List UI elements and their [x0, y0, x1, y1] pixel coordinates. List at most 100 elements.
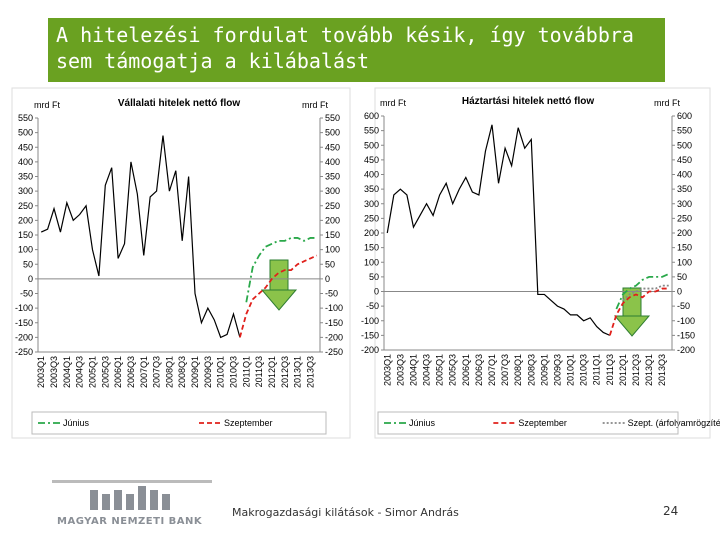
x-tick-label: 2003Q3: [49, 356, 59, 388]
x-tick-label: 2006Q1: [113, 356, 123, 388]
x-tick-label: 2004Q1: [408, 354, 418, 386]
chart-title: Háztartási hitelek nettó flow: [462, 96, 594, 107]
x-tick-label: 2007Q3: [152, 356, 162, 388]
x-tick-label: 2003Q1: [36, 356, 46, 388]
y2-tick-label: -250: [325, 347, 343, 357]
series-line: [239, 254, 318, 338]
y-tick-label: -50: [20, 289, 33, 299]
y-tick-label: 0: [374, 287, 379, 297]
logo: [52, 480, 212, 510]
y2-tick-label: 100: [677, 257, 692, 267]
y-tick-label: 500: [18, 128, 33, 138]
y2-tick-label: -50: [325, 289, 338, 299]
y-tick-label: 100: [364, 257, 379, 267]
y-tick-label: 0: [28, 274, 33, 284]
x-tick-label: 2004Q3: [422, 354, 432, 386]
y2-tick-label: 200: [325, 215, 340, 225]
y-axis-label: mrd Ft: [34, 100, 60, 110]
x-tick-label: 2013Q3: [657, 354, 667, 386]
x-tick-label: 2012Q1: [267, 356, 277, 388]
x-tick-label: 2003Q3: [395, 354, 405, 386]
y-tick-label: 400: [18, 157, 33, 167]
y2-tick-label: 250: [677, 213, 692, 223]
x-tick-label: 2008Q3: [177, 356, 187, 388]
y-tick-label: 350: [18, 172, 33, 182]
x-tick-label: 2004Q3: [75, 356, 85, 388]
x-tick-label: 2012Q3: [280, 356, 290, 388]
legend-label: Június: [63, 418, 90, 428]
x-tick-label: 2011Q3: [605, 354, 615, 385]
x-tick-label: 2011Q1: [241, 356, 251, 387]
y2-tick-label: -50: [677, 301, 690, 311]
footer: Makrogazdasági kilátások - Simor András: [232, 506, 459, 519]
x-tick-label: 2006Q1: [461, 354, 471, 386]
x-tick-label: 2008Q1: [164, 356, 174, 388]
x-tick-label: 2013Q3: [305, 356, 315, 388]
y2-tick-label: 550: [677, 126, 692, 136]
x-tick-label: 2011Q1: [592, 354, 602, 385]
chart-frame: [11, 87, 351, 439]
y2-tick-label: 350: [677, 184, 692, 194]
legend-frame: [31, 411, 327, 435]
y2-tick-label: 500: [325, 128, 340, 138]
x-tick-label: 2005Q1: [435, 354, 445, 386]
x-tick-label: 2009Q3: [552, 354, 562, 386]
x-tick-label: 2007Q1: [487, 354, 497, 386]
y-tick-label: 600: [364, 111, 379, 121]
y2-tick-label: 300: [677, 199, 692, 209]
slide-title: A hitelezési fordulat tovább késik, így …: [48, 18, 665, 82]
y2-tick-label: -100: [677, 316, 695, 326]
y-tick-label: -50: [366, 301, 379, 311]
x-tick-label: 2003Q1: [382, 354, 392, 386]
y2-tick-label: -100: [325, 303, 343, 313]
series-line: [622, 284, 669, 301]
y-tick-label: 150: [18, 230, 33, 240]
x-tick-label: 2005Q3: [448, 354, 458, 386]
legend-frame: [377, 411, 679, 435]
y2-tick-label: -200: [677, 345, 695, 355]
series-line: [615, 273, 670, 310]
series-line: [608, 287, 669, 336]
y-tick-label: 550: [18, 113, 33, 123]
y-tick-label: 450: [18, 142, 33, 152]
y2-tick-label: 50: [325, 259, 335, 269]
x-tick-label: 2013Q1: [293, 356, 303, 388]
y2-tick-label: 600: [677, 111, 692, 121]
y-tick-label: -100: [361, 316, 379, 326]
legend-label: Szeptember: [224, 418, 273, 428]
y-tick-label: 50: [369, 272, 379, 282]
y-tick-label: 300: [18, 186, 33, 196]
x-tick-label: 2010Q3: [228, 356, 238, 388]
y2-tick-label: 450: [325, 142, 340, 152]
y-tick-label: 50: [23, 259, 33, 269]
y-tick-label: 200: [18, 215, 33, 225]
y2-axis-label: mrd Ft: [654, 98, 680, 108]
y2-tick-label: -150: [325, 318, 343, 328]
y2-tick-label: -150: [677, 330, 695, 340]
legend-label: Szept. (árfolyamrögzítéssel): [628, 418, 720, 428]
x-tick-label: 2005Q1: [87, 356, 97, 388]
y2-tick-label: 450: [677, 155, 692, 165]
y2-tick-label: 550: [325, 113, 340, 123]
x-tick-label: 2013Q1: [644, 354, 654, 386]
x-tick-label: 2009Q3: [203, 356, 213, 388]
y2-tick-label: 100: [325, 245, 340, 255]
x-tick-label: 2006Q3: [474, 354, 484, 386]
chart-frame: [374, 87, 711, 439]
y2-tick-label: 500: [677, 140, 692, 150]
x-tick-label: 2010Q1: [216, 356, 226, 388]
y-tick-label: 100: [18, 245, 33, 255]
y-tick-label: 250: [364, 213, 379, 223]
y-tick-label: -150: [15, 318, 33, 328]
y2-tick-label: 250: [325, 201, 340, 211]
x-tick-label: 2007Q3: [500, 354, 510, 386]
y2-tick-label: 400: [677, 170, 692, 180]
y-tick-label: -200: [15, 332, 33, 342]
y2-tick-label: 400: [325, 157, 340, 167]
y-axis-label: mrd Ft: [380, 98, 406, 108]
x-tick-label: 2011Q3: [254, 356, 264, 387]
y-tick-label: -100: [15, 303, 33, 313]
y2-tick-label: 350: [325, 172, 340, 182]
